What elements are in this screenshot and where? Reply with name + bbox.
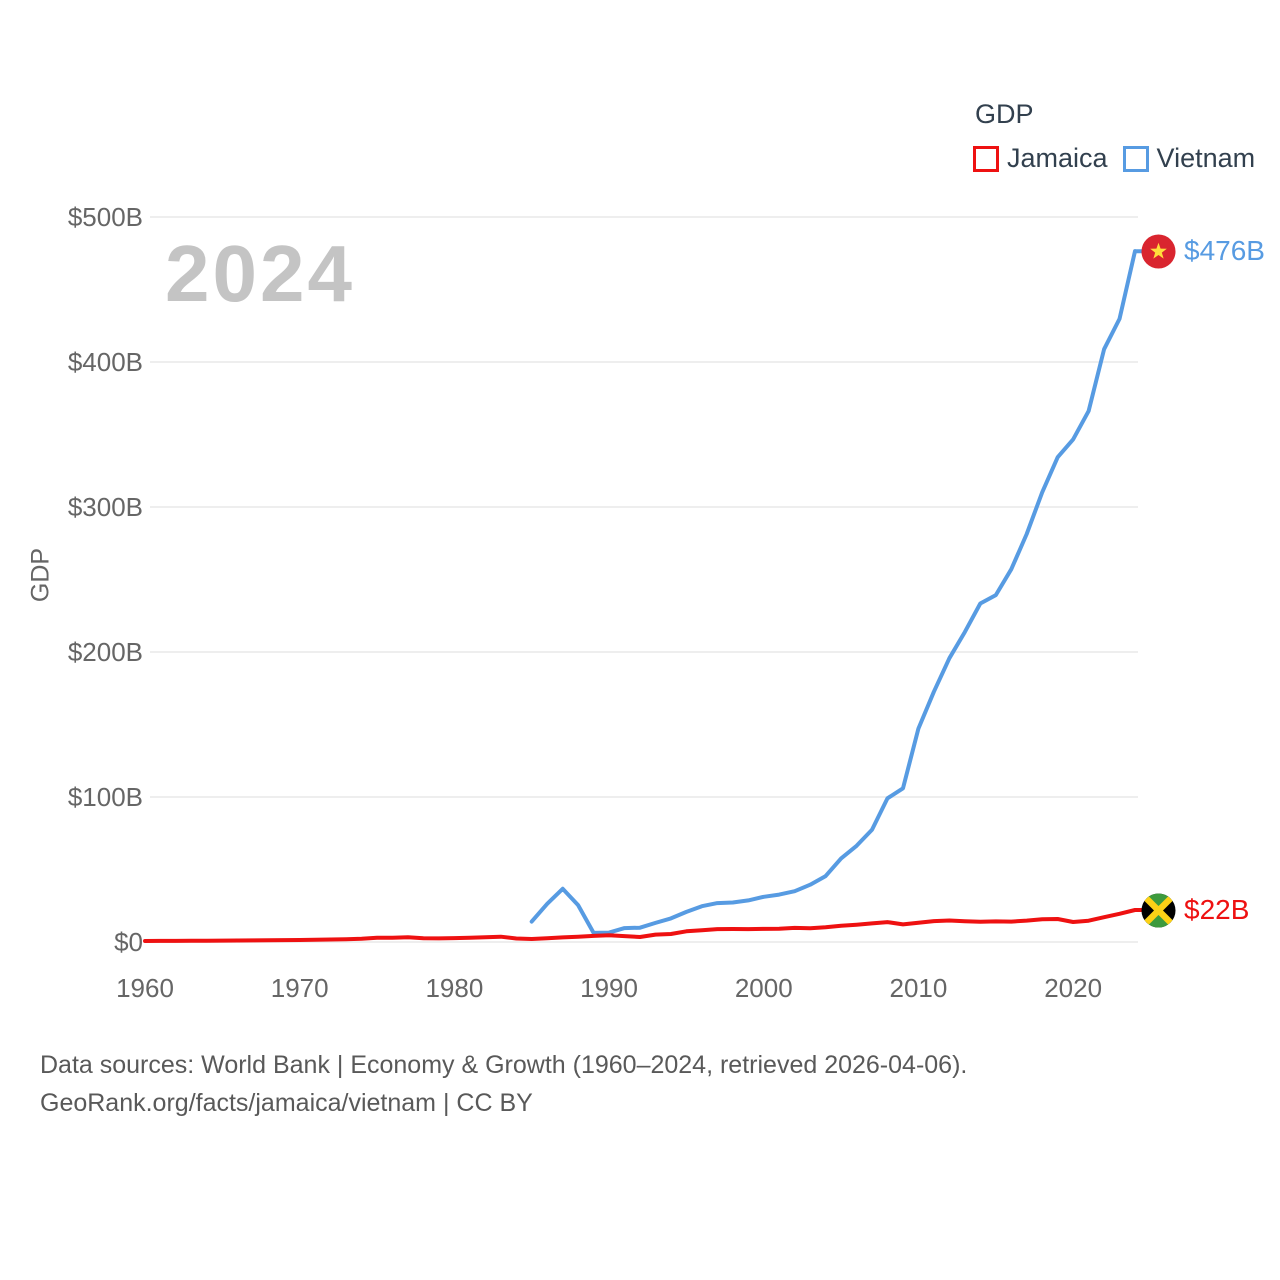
legend-label-jamaica: Jamaica (1007, 143, 1108, 173)
vietnam-series-swatch (1122, 145, 1149, 172)
footer: Data sources: World Bank | Economy & Gro… (40, 1046, 967, 1122)
footer-attribution-line: GeoRank.org/facts/jamaica/vietnam | CC B… (40, 1089, 533, 1117)
legend-item-vietnam[interactable]: Vietnam (1122, 143, 1256, 174)
jamaica-end-tag: $22B (1141, 893, 1249, 928)
y-tick-label: $100B (67, 782, 143, 812)
y-tick-label: $500B (67, 202, 143, 232)
y-tick-label: $200B (67, 637, 143, 667)
x-tick-label: 2010 (889, 973, 948, 1003)
x-tick-label: 1990 (580, 973, 638, 1003)
legend-title: GDP (975, 99, 1034, 129)
x-tick-label: 1970 (270, 973, 329, 1003)
y-axis-title: GDP (26, 547, 55, 603)
vietnam-flag-icon (1141, 234, 1176, 269)
y-tick-label: $400B (67, 347, 143, 377)
x-tick-label: 1960 (116, 973, 174, 1003)
jamaica-line[interactable] (143, 908, 1137, 943)
chart-plot-area[interactable] (0, 0, 1280, 1020)
vietnam-line[interactable] (529, 249, 1137, 935)
x-tick-label: 2000 (734, 973, 793, 1003)
vietnam-end-tag: $476B (1141, 234, 1265, 269)
jamaica-series-swatch (973, 145, 999, 172)
jamaica-end-value: $22B (1184, 894, 1250, 926)
vietnam-end-value: $476B (1184, 235, 1265, 267)
legend-item-jamaica[interactable]: Jamaica (973, 143, 1108, 174)
legend-label-vietnam: Vietnam (1156, 143, 1256, 173)
footer-sources-line: Data sources: World Bank | Economy & Gro… (40, 1051, 968, 1079)
legend-items: Jamaica Vietnam (973, 143, 1255, 174)
year-watermark: 2024 (165, 229, 355, 318)
legend: GDP Jamaica Vietnam (973, 99, 1255, 174)
y-tick-label: $0 (114, 927, 143, 957)
jamaica-flag-icon (1141, 893, 1176, 928)
y-tick-label: $300B (67, 492, 143, 522)
x-tick-label: 1980 (425, 973, 484, 1003)
x-tick-label: 2020 (1044, 973, 1103, 1003)
